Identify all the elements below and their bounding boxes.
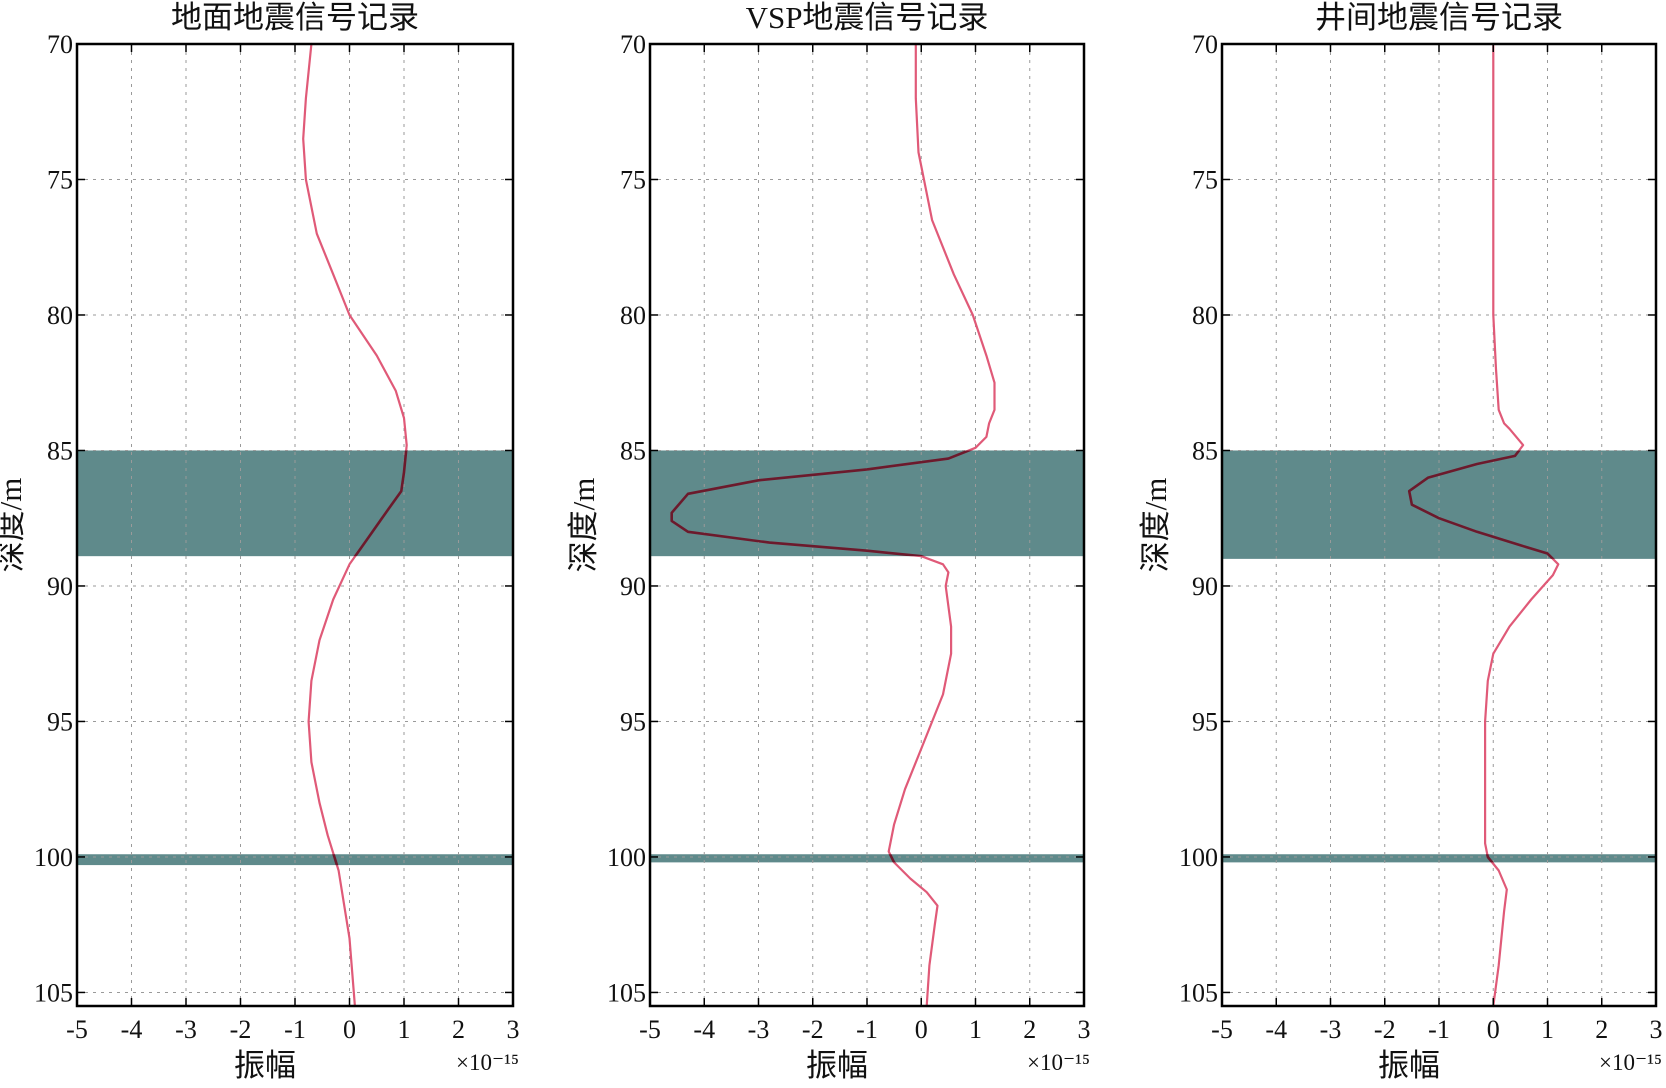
y-tick-label: 80 xyxy=(620,301,646,330)
x-tick-label: -2 xyxy=(802,1015,824,1044)
y-tick-label: 90 xyxy=(1192,572,1218,601)
y-tick-label: 95 xyxy=(1192,707,1218,736)
y-tick-label: 85 xyxy=(620,436,646,465)
x-tick-label: 3 xyxy=(1650,1015,1663,1044)
x-axis-label: 振幅 xyxy=(1378,1048,1440,1083)
x-axis-label: 振幅 xyxy=(234,1048,296,1083)
panel-title: 地面地震信号记录 xyxy=(171,0,419,35)
panel-2: -5 -4 -3 -2 -1 0 1 2 3 70 75 80 85 90 95 100 105 VSP地震信号记… xyxy=(566,0,1091,1083)
x-tick-label: -3 xyxy=(175,1015,197,1044)
x-tick-label: -5 xyxy=(1211,1015,1233,1044)
y-tick-label: 80 xyxy=(47,301,73,330)
x-tick-label: -4 xyxy=(121,1015,143,1044)
x-axis-exponent-label: ×10⁻¹⁵ xyxy=(1027,1050,1090,1075)
target-layer-band xyxy=(650,854,1084,863)
amplitude-trace-in-band xyxy=(670,450,996,863)
target-layer-band xyxy=(77,854,513,866)
x-tick-label: -1 xyxy=(284,1015,306,1044)
y-tick-label: 95 xyxy=(47,707,73,736)
y-axis-label: 深度/m xyxy=(566,478,601,573)
y-tick-label: 105 xyxy=(607,978,646,1007)
y-tick-label: 95 xyxy=(620,707,646,736)
y-tick-label: 75 xyxy=(47,165,73,194)
x-tick-label: 2 xyxy=(452,1015,465,1044)
x-tick-label: -4 xyxy=(1265,1015,1287,1044)
x-axis-exponent-label: ×10⁻¹⁵ xyxy=(1599,1050,1662,1075)
panel-title: 井间地震信号记录 xyxy=(1315,0,1563,35)
x-tick-label: -2 xyxy=(1374,1015,1396,1044)
y-axis-label: 深度/m xyxy=(0,478,28,573)
x-tick-label: -3 xyxy=(1320,1015,1342,1044)
panel-1: -5 -4 -3 -2 -1 0 1 2 3 70 75 80 85 90 95 100 105 地面地震信号记录… xyxy=(0,0,520,1083)
x-tick-label: -3 xyxy=(748,1015,770,1044)
y-tick-label: 85 xyxy=(47,436,73,465)
x-tick-label: -1 xyxy=(1428,1015,1450,1044)
amplitude-trace-in-band xyxy=(1407,450,1560,863)
x-tick-label: 2 xyxy=(1595,1015,1608,1044)
y-tick-label: 75 xyxy=(620,165,646,194)
y-tick-label: 105 xyxy=(1179,978,1218,1007)
x-tick-label: 1 xyxy=(398,1015,411,1044)
y-tick-label: 75 xyxy=(1192,165,1218,194)
x-tick-label: 0 xyxy=(1487,1015,1500,1044)
x-tick-label: -4 xyxy=(693,1015,715,1044)
y-tick-label: 70 xyxy=(620,30,646,59)
x-tick-label: 3 xyxy=(507,1015,520,1044)
target-layer-band xyxy=(1222,854,1656,863)
y-tick-label: 105 xyxy=(34,978,73,1007)
x-axis-label: 振幅 xyxy=(806,1048,868,1083)
y-tick-label: 80 xyxy=(1192,301,1218,330)
y-tick-label: 85 xyxy=(1192,436,1218,465)
x-tick-label: 0 xyxy=(343,1015,356,1044)
x-tick-label: 1 xyxy=(1541,1015,1554,1044)
x-tick-label: 0 xyxy=(915,1015,928,1044)
y-tick-label: 100 xyxy=(1179,843,1218,872)
panel-3: -5 -4 -3 -2 -1 0 1 2 3 70 75 80 85 90 95 100 105 井间地震信号记录… xyxy=(1138,0,1663,1083)
x-tick-label: 1 xyxy=(969,1015,982,1044)
x-tick-label: 3 xyxy=(1078,1015,1091,1044)
x-tick-label: -5 xyxy=(639,1015,661,1044)
y-tick-label: 70 xyxy=(47,30,73,59)
y-tick-label: 90 xyxy=(47,572,73,601)
y-tick-label: 100 xyxy=(607,843,646,872)
x-tick-label: 2 xyxy=(1023,1015,1036,1044)
x-axis-exponent-label: ×10⁻¹⁵ xyxy=(456,1050,519,1075)
y-tick-label: 90 xyxy=(620,572,646,601)
x-tick-label: -5 xyxy=(66,1015,88,1044)
y-axis-label: 深度/m xyxy=(1138,478,1173,573)
panel-title: VSP地震信号记录 xyxy=(746,0,989,35)
y-tick-label: 70 xyxy=(1192,30,1218,59)
x-tick-label: -1 xyxy=(856,1015,878,1044)
x-tick-label: -2 xyxy=(230,1015,252,1044)
y-tick-label: 100 xyxy=(34,843,73,872)
